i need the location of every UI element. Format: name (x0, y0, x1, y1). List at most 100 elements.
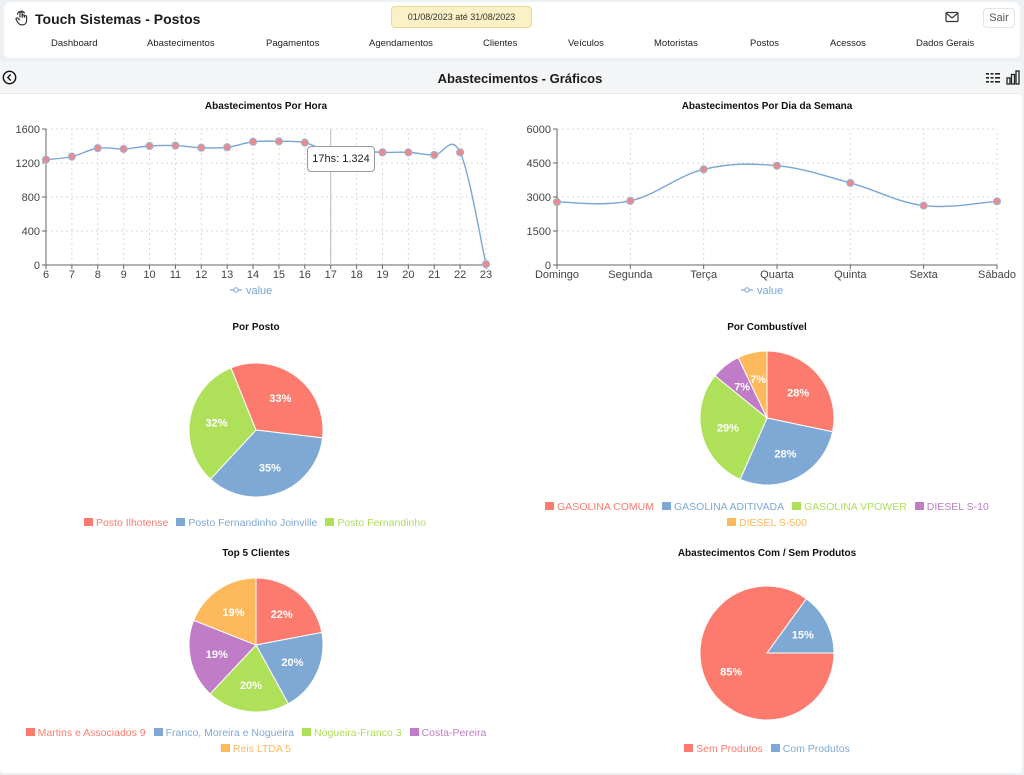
nav-motoristas[interactable]: Motoristas (654, 38, 698, 49)
hand-touch-icon (15, 10, 28, 26)
legend-item[interactable]: Franco, Moreira e Nogueira (153, 725, 295, 741)
legend-swatch (25, 728, 35, 736)
legend-item[interactable]: GASOLINA COMUM (545, 499, 654, 515)
nav-abastecimentos[interactable]: Abastecimentos (147, 38, 215, 49)
hourly-point (145, 141, 154, 151)
hourly-ytick-label: 0 (34, 260, 40, 272)
posto-slice-label: 35% (259, 463, 281, 475)
chart-title-combustivel: Por Combustível (727, 322, 807, 333)
weekday-point (992, 197, 1002, 206)
hourly-xtick-label: 16 (299, 269, 311, 281)
legend-swatch (792, 502, 802, 510)
logout-button[interactable]: Sair (983, 8, 1015, 28)
weekday-ytick-label: 0 (545, 260, 551, 272)
legend-swatch (302, 728, 312, 736)
nav-clientes[interactable]: Clientes (483, 38, 518, 49)
hourly-xtick-label: 10 (143, 269, 155, 281)
legend-item[interactable]: Reis LTDA 5 (220, 741, 291, 757)
back-circle-icon[interactable] (2, 70, 17, 85)
legend-item[interactable]: Posto Ilhotense (83, 515, 168, 531)
nav-pagamentos[interactable]: Pagamentos (266, 38, 320, 49)
legend-item[interactable]: Posto Fernandinho Joinville (176, 515, 317, 531)
combustivel-slice-label: 7% (734, 381, 750, 393)
hourly-xtick-label: 9 (121, 269, 127, 281)
legend-produtos: Sem Produtos Com Produtos (617, 741, 917, 757)
brand-title: Touch Sistemas - Postos (35, 10, 201, 27)
legend-label: Posto Fernandinho (337, 517, 427, 529)
clientes-slice (255, 577, 323, 646)
legend-swatch (545, 502, 555, 510)
legend-item[interactable]: GASOLINA VPOWER (792, 499, 907, 515)
chart-title-weekday: Abastecimentos Por Dia da Semana (681, 101, 853, 112)
legend-swatch (914, 502, 924, 510)
chart-tooltip: 17hs: 1.324 (307, 146, 375, 172)
legend-item[interactable]: Sem Produtos (684, 741, 763, 757)
hourly-xtick-label: 6 (43, 269, 49, 281)
date-range-badge[interactable]: 01/08/2023 até 31/08/2023 (391, 6, 532, 28)
combustivel-slice-label: 28% (774, 449, 796, 461)
hourly-point (300, 138, 309, 147)
bar-chart-icon[interactable] (1006, 70, 1020, 85)
nav-agendamentos[interactable]: Agendamentos (369, 38, 433, 49)
legend-label: Sem Produtos (696, 743, 763, 755)
clientes-slice (193, 577, 257, 646)
hourly-xtick-label: 13 (221, 269, 233, 281)
legend-label: DIESEL S-500 (739, 517, 807, 529)
legend-label: Martins e Associados 9 (37, 727, 146, 739)
hourly-point (274, 137, 284, 146)
legend-label: GASOLINA ADITIVADA (674, 501, 785, 513)
hourly-xtick-label: 11 (170, 269, 181, 281)
hourly-point (481, 260, 491, 269)
legend-item[interactable]: DIESEL S-500 (727, 515, 807, 531)
combustivel-slice-label: 29% (717, 422, 739, 434)
nav-veiculos[interactable]: Veículos (568, 38, 604, 49)
weekday-xtick-label: Domingo (535, 269, 579, 281)
hourly-xtick-label: 15 (273, 269, 285, 281)
chart-title-produtos: Abastecimentos Com / Sem Produtos (677, 548, 857, 559)
nav-postos[interactable]: Postos (750, 38, 780, 49)
weekday-point (846, 178, 855, 188)
combustivel-slice-label: 28% (787, 388, 809, 400)
legend-item[interactable]: Martins e Associados 9 (25, 725, 146, 741)
clientes-slice-label: 20% (240, 680, 262, 692)
hourly-point (456, 148, 465, 157)
weekday-ytick-label: 1500 (527, 226, 551, 238)
combustivel-slice-label: 7% (750, 374, 766, 386)
legend-item[interactable]: Posto Fernandinho (325, 515, 426, 531)
nav-dados-gerais[interactable]: Dados Gerais (916, 38, 975, 49)
weekday-point (626, 196, 635, 205)
chart-title-clientes: Top 5 Clientes (222, 548, 290, 559)
hourly-legend-label: value (246, 285, 272, 297)
weekday-point (699, 165, 708, 174)
page-title: Abastecimentos - Gráficos (437, 71, 603, 86)
hourly-xtick-label: 18 (350, 269, 362, 281)
legend-item[interactable]: DIESEL S-10 (914, 499, 989, 515)
nav-acessos[interactable]: Acessos (830, 38, 866, 49)
chart-title-hourly: Abastecimentos Por Hora (204, 101, 328, 112)
nav-dashboard[interactable]: Dashboard (51, 38, 98, 49)
legend-item[interactable]: GASOLINA ADITIVADA (662, 499, 784, 515)
top-header: Touch Sistemas - Postos 01/08/2023 até 3… (4, 2, 1020, 58)
legend-item[interactable]: Costa-Pereira (409, 725, 487, 741)
legend-item[interactable]: Com Produtos (770, 741, 850, 757)
hourly-point (67, 152, 76, 161)
weekday-legend-label: value (757, 285, 783, 297)
legend-swatch (176, 518, 186, 526)
combustivel-slice (699, 375, 768, 481)
list-view-icon[interactable] (986, 72, 1000, 84)
legend-label: DIESEL S-10 (926, 501, 989, 513)
mail-icon[interactable] (945, 11, 959, 23)
legend-swatch (220, 744, 230, 752)
legend-swatch (662, 502, 671, 510)
legend-label: Costa-Pereira (421, 727, 487, 739)
legend-item[interactable]: Nogueira-Franco 3 (302, 725, 402, 741)
legend-label: Franco, Moreira e Nogueira (165, 727, 295, 739)
hourly-point (119, 144, 128, 154)
brand[interactable]: Touch Sistemas - Postos (14, 10, 200, 27)
weekday-ytick-label: 4500 (527, 158, 551, 170)
clientes-slice-label: 19% (222, 607, 244, 619)
legend-swatch (153, 728, 163, 736)
posto-slice (188, 367, 257, 480)
